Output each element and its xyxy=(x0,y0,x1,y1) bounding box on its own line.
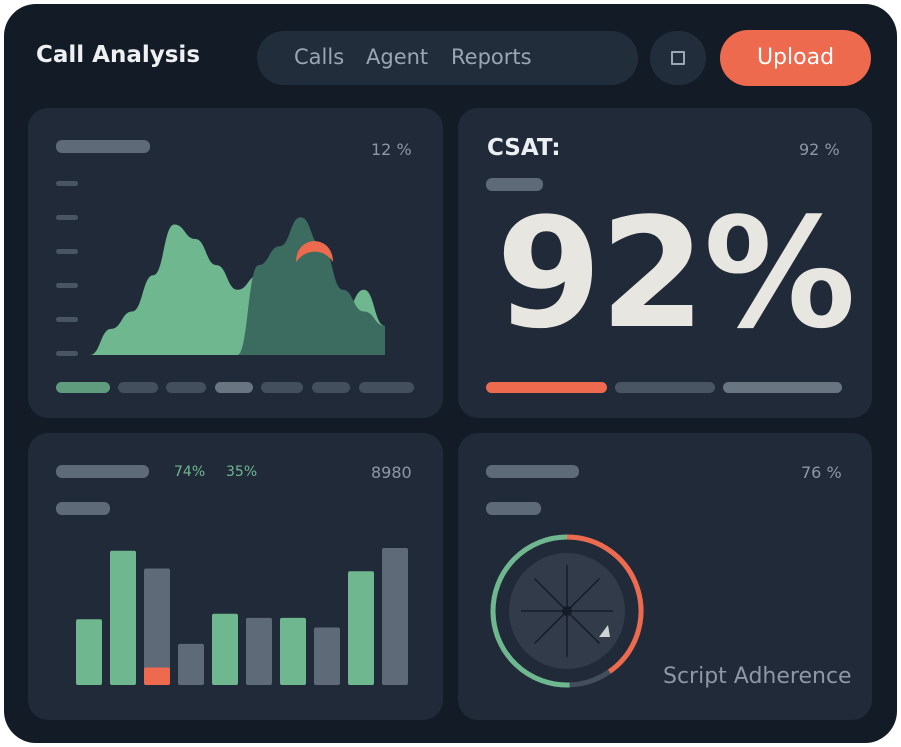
csat-card: CSAT: 92 % 92% xyxy=(458,108,872,418)
app-title: Call Analysis xyxy=(36,42,201,68)
gauge-arc-accent xyxy=(566,534,644,674)
legend-chip xyxy=(359,382,414,393)
y-axis-tick xyxy=(56,317,78,322)
bar xyxy=(144,568,170,685)
bar xyxy=(178,643,204,685)
csat-progress-accent xyxy=(486,382,607,393)
bar xyxy=(246,617,272,685)
gauge-marker xyxy=(599,625,610,637)
csat-label: CSAT: xyxy=(487,135,561,161)
stat-a: 74% xyxy=(174,464,206,480)
area-chart-card: 12 % xyxy=(28,108,443,418)
bar-series xyxy=(76,548,408,685)
card-title-placeholder xyxy=(56,465,149,478)
nav-item-reports[interactable]: Reports xyxy=(451,45,532,69)
gauge-hub xyxy=(562,606,572,616)
bar xyxy=(382,548,408,685)
csat-progress-segment xyxy=(615,382,715,393)
area-chart xyxy=(56,181,385,356)
nav-item-agent[interactable]: Agent xyxy=(366,45,429,69)
y-axis-tick xyxy=(56,215,78,220)
y-axis-tick xyxy=(56,181,78,186)
stat-b: 35% xyxy=(226,464,258,480)
csat-big-number: 92% xyxy=(496,185,856,362)
bar-chart xyxy=(76,548,408,685)
area-chart-value: 12 % xyxy=(371,140,412,159)
bar-chart-card: 74% 35% 8980 xyxy=(28,433,443,720)
bar xyxy=(348,571,374,685)
card-subtitle-placeholder xyxy=(486,502,541,515)
area-series-secondary xyxy=(237,217,385,355)
csat-value: 92 % xyxy=(799,140,840,159)
legend-chip xyxy=(166,382,206,393)
upload-button[interactable]: Upload xyxy=(720,30,871,86)
square-button[interactable] xyxy=(650,31,706,85)
legend-chip xyxy=(312,382,350,393)
bar xyxy=(314,627,340,685)
script-adherence-card: 76 % Script Adherence xyxy=(458,433,872,720)
y-axis-ticks xyxy=(56,181,78,356)
nav-item-calls[interactable]: Calls xyxy=(294,45,345,69)
legend-chip xyxy=(56,382,110,393)
area-accent-peak xyxy=(296,241,333,263)
card-title-placeholder xyxy=(486,465,579,478)
square-icon xyxy=(671,51,685,65)
script-adherence-label: Script Adherence xyxy=(663,664,852,689)
bar-chart-value: 8980 xyxy=(371,463,412,482)
adherence-gauge xyxy=(490,534,644,688)
bar xyxy=(212,613,238,685)
y-axis-tick xyxy=(56,283,78,288)
card-subtitle-placeholder xyxy=(56,502,110,515)
y-axis-tick xyxy=(56,249,78,254)
script-value: 76 % xyxy=(801,463,842,482)
bar xyxy=(280,617,306,685)
csat-progress-segment xyxy=(723,382,842,393)
card-title-placeholder xyxy=(56,140,150,153)
nav-bar: Calls Agent Reports xyxy=(257,31,638,85)
legend-chip xyxy=(118,382,158,393)
gauge-arc-green xyxy=(490,534,570,688)
bar xyxy=(110,550,136,685)
legend-chip xyxy=(215,382,253,393)
bar xyxy=(76,619,102,685)
bar-highlight xyxy=(144,667,170,685)
legend-chip xyxy=(261,382,303,393)
y-axis-tick xyxy=(56,351,78,356)
csat-subtitle-placeholder xyxy=(486,178,543,191)
